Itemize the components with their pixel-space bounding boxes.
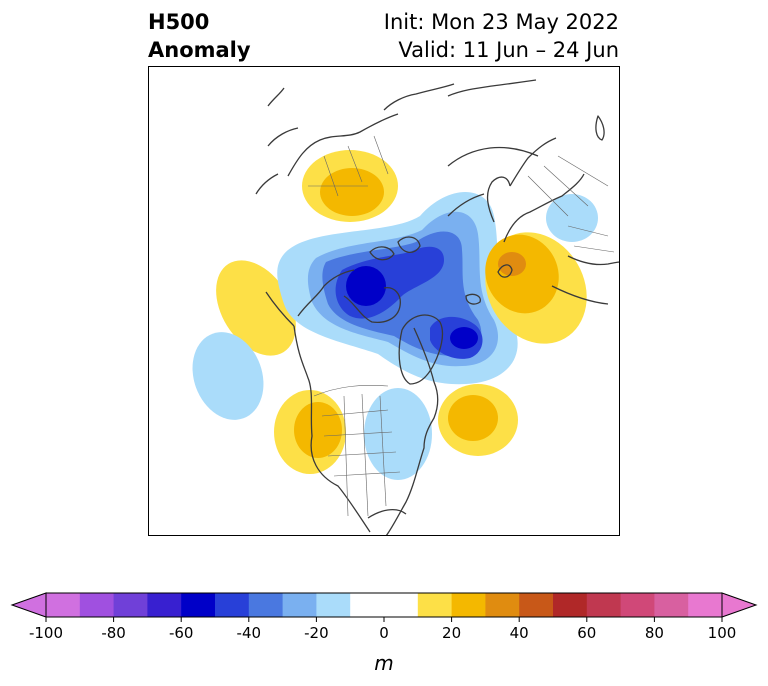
colorbar-extend-low <box>10 592 47 618</box>
colorbar-swatch <box>688 593 723 617</box>
anomaly-map <box>148 66 620 536</box>
colorbar-swatch <box>553 593 588 617</box>
colorbar-swatch <box>316 593 351 617</box>
map-title: H500 Anomaly <box>148 8 251 64</box>
colorbar-tick-label: 60 <box>577 624 596 642</box>
colorbar-tick-label: -100 <box>29 624 63 642</box>
colorbar-swatches <box>46 593 723 617</box>
colorbar-swatch <box>147 593 182 617</box>
positive-anomaly-russia <box>485 232 587 344</box>
colorbar-tick-label: -80 <box>101 624 126 642</box>
positive-anomaly-pacific <box>216 260 296 356</box>
colorbar-swatch <box>654 593 689 617</box>
valid-range: Valid: 11 Jun – 24 Jun <box>398 38 619 62</box>
political-boundaries <box>308 135 615 517</box>
colorbar-unit: m <box>374 651 393 675</box>
colorbar-ticks: -100 -80 -60 -40 -20 0 20 40 60 80 100 <box>29 617 736 642</box>
negative-anomaly-europe <box>546 194 598 242</box>
colorbar-swatch <box>417 593 453 617</box>
init-date: Init: Mon 23 May 2022 <box>383 10 619 34</box>
colorbar-tick-label: -60 <box>169 624 194 642</box>
title-field: Anomaly <box>148 38 251 62</box>
colorbar-swatch <box>282 593 317 617</box>
colorbar-tick-label: -20 <box>304 624 329 642</box>
colorbar-swatch <box>181 593 216 617</box>
colorbar-swatch <box>350 593 385 617</box>
colorbar-extend-high <box>721 592 758 618</box>
colorbar-tick-label: 40 <box>510 624 529 642</box>
colorbar-tick-label: 100 <box>708 624 737 642</box>
negative-anomaly-pacific <box>192 332 264 420</box>
colorbar-swatch <box>113 593 148 617</box>
colorbar-swatch <box>519 593 554 617</box>
negative-anomaly-east-us <box>364 388 432 480</box>
colorbar-swatch <box>586 593 622 617</box>
colorbar-swatch <box>451 593 486 617</box>
colorbar-swatch <box>248 593 284 617</box>
colorbar-tick-label: 20 <box>442 624 461 642</box>
colorbar-swatch <box>620 593 655 617</box>
coastlines <box>255 79 620 536</box>
colorbar-swatch <box>46 593 81 617</box>
map-frame <box>148 66 620 536</box>
colorbar-swatch <box>384 593 419 617</box>
colorbar-swatch <box>215 593 250 617</box>
colorbar-tick-label: -40 <box>237 624 262 642</box>
colorbar-swatch <box>79 593 115 617</box>
colorbar-tick-label: 80 <box>645 624 664 642</box>
colorbar: -100 -80 -60 -40 -20 0 20 40 60 80 100 m <box>10 592 758 675</box>
colorbar-swatch <box>485 593 520 617</box>
colorbar-tick-label: 0 <box>379 624 389 642</box>
map-dates: Init: Mon 23 May 2022 Valid: 11 Jun – 24… <box>384 8 619 64</box>
title-variable: H500 <box>148 10 210 34</box>
